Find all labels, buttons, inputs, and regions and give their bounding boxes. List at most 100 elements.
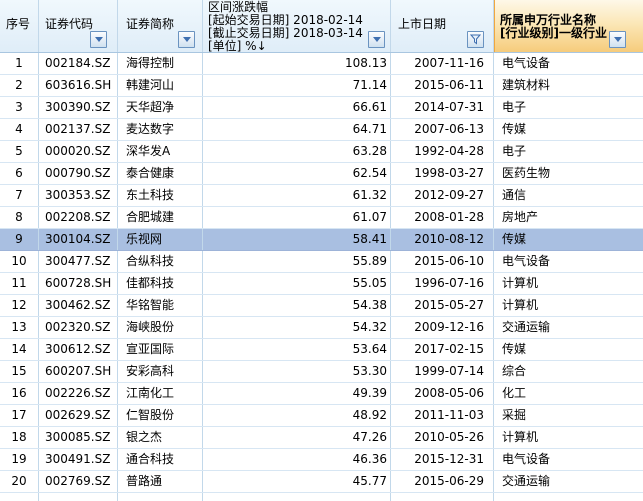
table-row[interactable]: 18 300085.SZ 银之杰 47.26 2010-05-26 计算机 [0,427,643,449]
cell-seq[interactable]: 5 [0,141,39,162]
cell-industry[interactable]: 传媒 [502,342,527,356]
cell-seq[interactable]: 9 [0,229,39,250]
header-code[interactable]: 证券代码 [39,0,118,52]
cell-seq[interactable]: 12 [0,295,39,316]
cell-name[interactable]: 乐视网 [118,229,203,250]
cell-list-date[interactable]: 2012-09-27 [391,185,494,206]
cell-change[interactable]: 54.38 [203,295,391,316]
cell-code[interactable] [39,493,118,501]
cell-seq[interactable]: 16 [0,383,39,404]
header-industry[interactable]: 所属申万行业名称 [行业级别]一级行业 [494,0,643,52]
cell-change[interactable]: 71.14 [203,75,391,96]
cell-name[interactable]: 韩建河山 [118,75,203,96]
table-row[interactable]: 17 002629.SZ 仁智股份 48.92 2011-11-03 采掘 [0,405,643,427]
cell-change[interactable]: 55.89 [203,251,391,272]
cell-change[interactable]: 53.30 [203,361,391,382]
table-row[interactable]: 5 000020.SZ 深华发A 63.28 1992-04-28 电子 [0,141,643,163]
cell-name[interactable]: 东土科技 [118,185,203,206]
cell-change[interactable]: 55.05 [203,273,391,294]
cell-seq[interactable]: 20 [0,471,39,492]
cell-seq[interactable]: 13 [0,317,39,338]
table-row[interactable]: 2 603616.SH 韩建河山 71.14 2015-06-11 建筑材料 [0,75,643,97]
cell-seq[interactable]: 19 [0,449,39,470]
cell-seq[interactable]: 3 [0,97,39,118]
table-row[interactable]: 15 600207.SH 安彩高科 53.30 1999-07-14 综合 [0,361,643,383]
table-row[interactable]: 12 300462.SZ 华铭智能 54.38 2015-05-27 计算机 [0,295,643,317]
list-date-filter-button[interactable] [467,31,484,48]
cell-list-date[interactable]: 2010-05-26 [391,427,494,448]
cell-code[interactable]: 603616.SH [39,75,118,96]
cell-code[interactable]: 002320.SZ [39,317,118,338]
cell-seq[interactable]: 15 [0,361,39,382]
cell-list-date[interactable]: 2008-05-06 [391,383,494,404]
cell-code[interactable]: 002226.SZ [39,383,118,404]
cell-change[interactable]: 48.92 [203,405,391,426]
cell-change[interactable] [203,493,391,501]
cell-industry[interactable]: 综合 [502,364,527,378]
cell-change[interactable]: 46.36 [203,449,391,470]
cell-industry[interactable]: 化工 [502,386,527,400]
table-row-selected[interactable]: 9 300104.SZ 乐视网 58.41 2010-08-12 传媒 [0,229,643,251]
cell-code[interactable]: 300390.SZ [39,97,118,118]
cell-code[interactable]: 002137.SZ [39,119,118,140]
cell-industry[interactable]: 电子 [502,144,527,158]
cell-seq[interactable]: 4 [0,119,39,140]
table-row[interactable]: 11 600728.SH 佳都科技 55.05 1996-07-16 计算机 [0,273,643,295]
cell-change[interactable]: 47.26 [203,427,391,448]
cell-name[interactable]: 深华发A [118,141,203,162]
cell-name[interactable]: 海峡股份 [118,317,203,338]
table-row[interactable]: 6 000790.SZ 泰合健康 62.54 1998-03-27 医药生物 [0,163,643,185]
cell-industry[interactable]: 传媒 [502,122,527,136]
cell-seq[interactable]: 6 [0,163,39,184]
cell-name[interactable] [118,493,203,501]
cell-name[interactable]: 普路通 [118,471,203,492]
cell-code[interactable]: 600728.SH [39,273,118,294]
cell-industry[interactable]: 计算机 [502,276,539,290]
cell-name[interactable]: 华铭智能 [118,295,203,316]
cell-industry[interactable]: 交通运输 [502,320,551,334]
cell-change[interactable]: 53.64 [203,339,391,360]
cell-list-date[interactable]: 1999-07-14 [391,361,494,382]
cell-change[interactable]: 66.61 [203,97,391,118]
cell-list-date[interactable]: 2011-11-03 [391,405,494,426]
cell-name[interactable]: 安彩高科 [118,361,203,382]
cell-name[interactable]: 合肥城建 [118,207,203,228]
cell-change[interactable]: 63.28 [203,141,391,162]
cell-name[interactable]: 天华超净 [118,97,203,118]
cell-seq[interactable]: 14 [0,339,39,360]
cell-industry[interactable]: 电气设备 [502,56,551,70]
cell-name[interactable]: 泰合健康 [118,163,203,184]
cell-list-date[interactable]: 2014-07-31 [391,97,494,118]
cell-code[interactable]: 000790.SZ [39,163,118,184]
cell-industry[interactable]: 电气设备 [502,254,551,268]
header-list-date[interactable]: 上市日期 [391,0,494,52]
cell-change[interactable]: 64.71 [203,119,391,140]
cell-code[interactable]: 300104.SZ [39,229,118,250]
cell-list-date[interactable]: 2015-12-31 [391,449,494,470]
cell-code[interactable]: 000020.SZ [39,141,118,162]
cell-change[interactable]: 61.07 [203,207,391,228]
cell-name[interactable]: 海得控制 [118,53,203,74]
table-row[interactable]: 3 300390.SZ 天华超净 66.61 2014-07-31 电子 [0,97,643,119]
cell-code[interactable]: 600207.SH [39,361,118,382]
cell-industry[interactable]: 建筑材料 [502,78,551,92]
cell-industry[interactable]: 电子 [502,100,527,114]
table-row[interactable]: 20 002769.SZ 普路通 45.77 2015-06-29 交通运输 [0,471,643,493]
cell-seq[interactable] [0,493,39,501]
cell-change[interactable]: 45.77 [203,471,391,492]
name-filter-dropdown-button[interactable] [178,31,195,48]
cell-industry[interactable]: 计算机 [502,430,539,444]
industry-filter-dropdown-button[interactable] [609,31,626,48]
cell-code[interactable]: 300612.SZ [39,339,118,360]
change-filter-dropdown-button[interactable] [368,31,385,48]
cell-name[interactable]: 宣亚国际 [118,339,203,360]
cell-list-date[interactable]: 2015-06-10 [391,251,494,272]
cell-seq[interactable]: 8 [0,207,39,228]
cell-seq[interactable]: 10 [0,251,39,272]
cell-code[interactable]: 300477.SZ [39,251,118,272]
cell-name[interactable]: 银之杰 [118,427,203,448]
cell-code[interactable]: 300491.SZ [39,449,118,470]
cell-name[interactable]: 合纵科技 [118,251,203,272]
cell-change[interactable]: 49.39 [203,383,391,404]
cell-change[interactable]: 108.13 [203,53,391,74]
